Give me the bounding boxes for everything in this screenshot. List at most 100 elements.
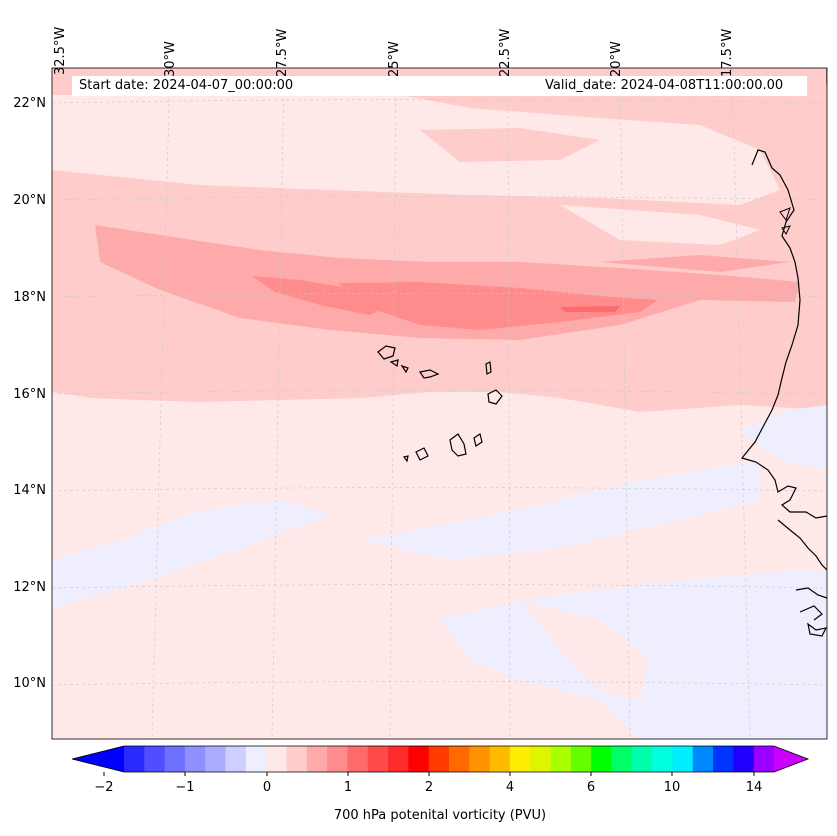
colorbar-swatch [164, 746, 186, 772]
colorbar-swatch [631, 746, 653, 772]
coastline-africa [740, 68, 827, 637]
grid-lon-27-5 [271, 68, 285, 739]
pv-core-west [252, 276, 400, 315]
grid-lat-14 [52, 487, 827, 492]
grid-lon-25 [389, 68, 397, 739]
colorbar-swatch [530, 746, 552, 772]
start-date-label: Start date: 2024-04-07_00:00:00 [79, 78, 294, 93]
coastline-islets [779, 207, 791, 235]
colorbar-swatch [124, 746, 145, 772]
colorbar-swatch [266, 746, 287, 772]
colorbar-extend-min [72, 746, 124, 772]
colorbar-swatch [408, 746, 430, 772]
lon-label-20: 20°W [609, 41, 624, 77]
grid-lon-30 [151, 68, 171, 739]
grid-lat-12 [52, 584, 827, 589]
pv-band-mid-east [600, 255, 790, 272]
grid-lon-22-5 [507, 68, 511, 739]
lat-label-22: 22°N [13, 96, 46, 111]
colorbar-title: 700 hPa potenital vorticity (PVU) [333, 808, 547, 823]
island-santiago [449, 433, 467, 457]
colorbar-swatch [184, 746, 206, 772]
colorbar-tick-label: 14 [745, 780, 763, 795]
colorbar-swatch [713, 746, 734, 772]
colorbar-swatch [205, 746, 227, 772]
island-maio [473, 433, 483, 447]
colorbar-tick-label: −2 [94, 780, 114, 795]
grid-lat-22 [52, 99, 827, 104]
grid-lat-16 [52, 390, 827, 395]
colorbar-tick-label: 2 [424, 780, 434, 795]
island-fogo [415, 447, 429, 461]
colorbar-tick-label: 1 [343, 780, 353, 795]
lon-label-17-5: 17.5°W [720, 28, 735, 77]
colorbar-swatch [611, 746, 633, 772]
colorbar-outline [71, 745, 810, 773]
map-frame [51, 67, 828, 740]
colorbar-swatch [509, 746, 531, 772]
lon-label-30: 30°W [163, 41, 178, 77]
grid-lon-17-5 [731, 68, 751, 739]
cape-verde-islands [377, 345, 503, 463]
island-sal [485, 361, 492, 375]
colorbar-swatch [692, 746, 714, 772]
lon-label-25: 25°W [387, 41, 402, 77]
colorbar-swatch [652, 746, 673, 772]
island-sao-nicolau [419, 369, 440, 379]
colorbar-swatch [570, 746, 592, 772]
pv-patch-north-inner [420, 128, 600, 162]
lat-label-12: 12°N [13, 580, 46, 595]
grid-lat-20 [52, 196, 827, 201]
grid-lon-20 [619, 68, 631, 739]
lat-label-16: 16°N [13, 387, 46, 402]
lat-label-18: 18°N [13, 290, 46, 305]
colorbar-swatch [733, 746, 755, 772]
contour-layer [52, 68, 827, 739]
colorbar-swatch [144, 746, 166, 772]
colorbar-swatch [489, 746, 511, 772]
colorbar [71, 745, 810, 776]
colorbar-swatch [388, 746, 409, 772]
lat-label-10: 10°N [13, 676, 46, 691]
colorbar-swatch [672, 746, 694, 772]
colorbar-swatch [449, 746, 470, 772]
pv-core-max [560, 306, 620, 312]
pv-negative-center [360, 460, 760, 560]
colorbar-tick-label: 6 [586, 780, 596, 795]
colorbar-swatch [367, 746, 389, 772]
lat-label-20: 20°N [13, 193, 46, 208]
island-boa-vista [487, 389, 503, 405]
lon-label-27-5: 27.5°W [275, 28, 290, 77]
colorbar-extend-max [774, 746, 808, 772]
colorbar-swatch [469, 746, 491, 772]
colorbar-tick-label: 10 [663, 780, 681, 795]
island-brava [402, 455, 409, 463]
colorbar-swatch [286, 746, 308, 772]
grid-lat-10 [52, 681, 827, 686]
colorbar-swatch [428, 746, 450, 772]
pv-negative-west [52, 500, 330, 610]
lat-label-14: 14°N [13, 483, 46, 498]
colorbar-swatch [245, 746, 267, 772]
pv-positive-tongue [520, 600, 650, 700]
colorbar-tick-label: 0 [262, 780, 272, 795]
colorbar-tick-label: 4 [505, 780, 515, 795]
colorbar-swatch [347, 746, 369, 772]
colorbar-swatch [753, 746, 775, 772]
valid-date-box [320, 76, 807, 96]
island-santa-luzia [400, 364, 409, 374]
lon-label-32-5: 32.5°W [53, 26, 68, 75]
start-date-box [72, 76, 322, 96]
colorbar-swatch [327, 746, 348, 772]
pv-patch-east [560, 205, 760, 245]
colorbar-tick-label: −1 [175, 780, 195, 795]
grid-lat-18 [52, 293, 827, 298]
colorbar-swatch [550, 746, 572, 772]
pv-core-east [338, 282, 658, 330]
island-santo-antao [377, 345, 396, 360]
colorbar-swatch [306, 746, 328, 772]
pv-negative-coast [740, 405, 827, 470]
island-sao-vicente [389, 359, 399, 368]
